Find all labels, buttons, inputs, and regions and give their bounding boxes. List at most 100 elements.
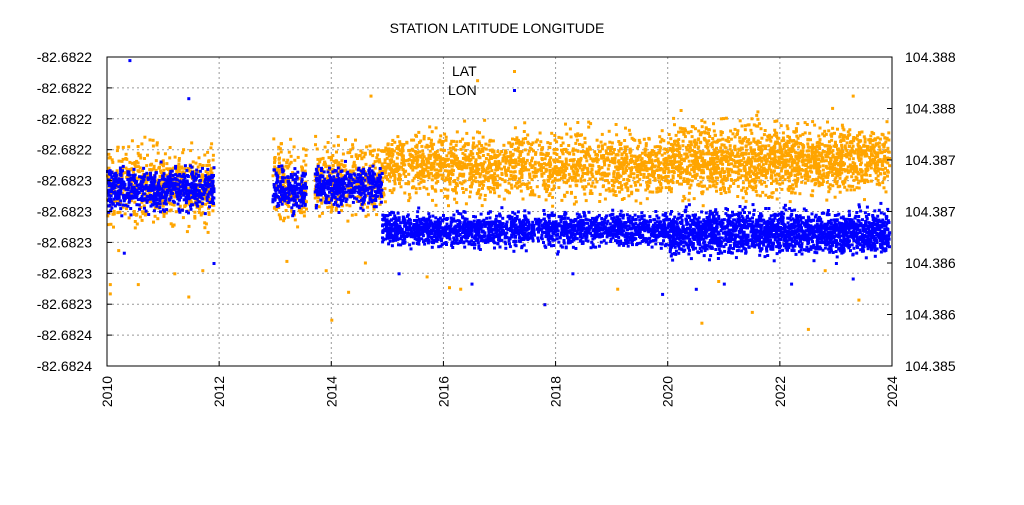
- point-lat: [492, 163, 495, 166]
- point-lat: [780, 188, 783, 191]
- point-lat: [786, 135, 789, 138]
- point-lat: [445, 136, 448, 139]
- point-lat: [744, 190, 747, 193]
- point-lat: [821, 133, 824, 136]
- point-lat: [587, 126, 590, 129]
- point-lat: [668, 133, 671, 136]
- point-lat: [396, 135, 399, 138]
- point-lat: [165, 167, 168, 170]
- point-lat: [137, 165, 140, 168]
- point-lat: [707, 177, 710, 180]
- point-lat: [574, 180, 577, 183]
- point-lat: [659, 146, 662, 149]
- point-lat: [509, 170, 512, 173]
- point-lat: [475, 158, 478, 161]
- point-lat: [778, 183, 781, 186]
- point-lat: [848, 157, 851, 160]
- point-lat: [656, 190, 659, 193]
- point-lat: [846, 176, 849, 179]
- point-lat: [507, 141, 510, 144]
- point-lat: [454, 189, 457, 192]
- point-lon: [153, 209, 156, 212]
- point-lat: [654, 145, 657, 148]
- point-lat: [784, 173, 787, 176]
- point-lat: [850, 188, 853, 191]
- point-lon: [119, 207, 122, 210]
- point-lat: [763, 133, 766, 136]
- point-lat: [686, 166, 689, 169]
- point-lat: [794, 155, 797, 158]
- point-lat: [539, 140, 542, 143]
- point-lat: [587, 183, 590, 186]
- point-lat: [657, 165, 660, 168]
- point-lat: [755, 190, 758, 193]
- point-lat: [189, 149, 192, 152]
- point-lat: [404, 175, 407, 178]
- point-lon: [138, 208, 141, 211]
- point-lat: [886, 147, 889, 150]
- point-lat: [108, 157, 111, 160]
- point-lat: [523, 121, 526, 124]
- point-lat: [616, 172, 619, 175]
- point-lat: [488, 144, 491, 147]
- point-lat: [630, 191, 633, 194]
- point-lat: [617, 159, 620, 162]
- point-lat: [552, 171, 555, 174]
- point-lat: [683, 159, 686, 162]
- point-lat: [325, 165, 328, 168]
- point-lat: [787, 160, 790, 163]
- point-lat: [446, 170, 449, 173]
- point-lat: [577, 134, 580, 137]
- point-lat: [403, 192, 406, 195]
- point-lat: [560, 137, 563, 140]
- point-lat: [582, 172, 585, 175]
- point-lat: [842, 128, 845, 131]
- point-lat: [701, 125, 704, 128]
- point-lat: [714, 150, 717, 153]
- point-lat: [553, 160, 556, 163]
- point-lat: [563, 181, 566, 184]
- point-lat: [741, 154, 744, 157]
- point-lat: [518, 150, 521, 153]
- point-lat: [455, 140, 458, 143]
- point-lat: [612, 188, 615, 191]
- point-lat: [484, 143, 487, 146]
- point-lat: [747, 173, 750, 176]
- point-lat: [202, 164, 205, 167]
- point-lat: [423, 186, 426, 189]
- point-lat: [162, 205, 165, 208]
- point-lat: [750, 161, 753, 164]
- point-lat: [721, 138, 724, 141]
- point-lat: [459, 288, 462, 291]
- point-lat: [858, 145, 861, 148]
- point-lat: [393, 150, 396, 153]
- point-lat: [748, 143, 751, 146]
- point-lat: [621, 152, 624, 155]
- point-lat: [813, 124, 816, 127]
- point-lat: [640, 159, 643, 162]
- point-lat: [760, 183, 763, 186]
- point-lat: [811, 155, 814, 158]
- point-lat: [572, 153, 575, 156]
- point-lat: [670, 160, 673, 163]
- point-lat: [530, 159, 533, 162]
- point-lat: [688, 150, 691, 153]
- point-lat: [303, 211, 306, 214]
- point-lat: [779, 163, 782, 166]
- point-lat: [490, 139, 493, 142]
- point-lat: [286, 167, 289, 170]
- point-lat: [458, 167, 461, 170]
- point-lat: [405, 141, 408, 144]
- point-lat: [674, 140, 677, 143]
- point-lat: [776, 142, 779, 145]
- point-lat: [472, 142, 475, 145]
- point-lon: [158, 206, 161, 209]
- point-lat: [600, 141, 603, 144]
- point-lat: [859, 180, 862, 183]
- point-lat: [544, 157, 547, 160]
- point-lat: [509, 163, 512, 166]
- point-lat: [883, 136, 886, 139]
- point-lat: [407, 173, 410, 176]
- point-lat: [197, 166, 200, 169]
- point-lat: [365, 145, 368, 148]
